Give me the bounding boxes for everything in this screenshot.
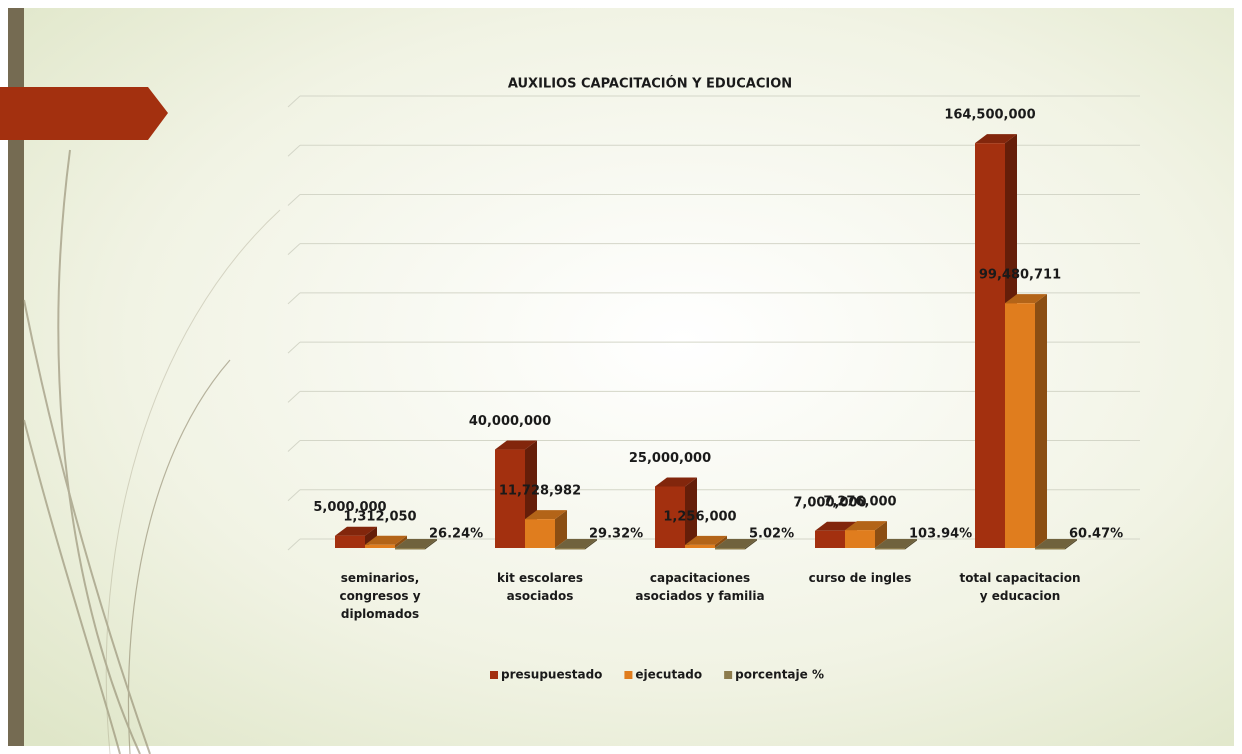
- bar-front: [395, 547, 425, 550]
- grid-line-depth: [287, 243, 301, 256]
- bar: [395, 538, 437, 550]
- bar-top: [365, 535, 407, 545]
- bar-top: [395, 538, 437, 548]
- bar-top: [1005, 294, 1047, 304]
- bar-side: [745, 539, 757, 550]
- legend-swatch: [490, 671, 498, 679]
- data-label: 60.47%: [1069, 526, 1123, 541]
- legend-label: porcentaje %: [735, 668, 824, 682]
- data-label: 103.94%: [909, 526, 972, 541]
- bar-side: [715, 535, 727, 548]
- decor-curves: [23, 149, 281, 754]
- bar-front: [655, 486, 685, 548]
- bar-top: [335, 526, 377, 536]
- x-tick-label: capacitaciones asociados y familia: [635, 571, 764, 603]
- grid-line-depth: [287, 144, 301, 157]
- bar-top: [555, 538, 597, 548]
- side-bar: [8, 8, 24, 746]
- grid-line-depth: [287, 341, 301, 354]
- legend-label: ejecutado: [635, 668, 702, 682]
- legend-swatch: [624, 671, 633, 679]
- bar-front: [1005, 303, 1035, 548]
- x-tick-label: seminarios, congresos y diplomados: [339, 571, 420, 621]
- bar-side: [905, 538, 917, 550]
- data-label: 26.24%: [429, 526, 483, 541]
- bar-top: [525, 510, 567, 520]
- bar-side: [685, 477, 697, 548]
- bar-side: [425, 538, 437, 550]
- grid-line-depth: [287, 538, 301, 551]
- bar: [875, 538, 917, 550]
- data-label: 164,500,000: [944, 108, 1035, 123]
- bar-front: [715, 548, 745, 550]
- data-label: 1,256,000: [663, 509, 736, 524]
- legend-label: presupuestado: [501, 668, 602, 682]
- bar: [655, 477, 697, 548]
- bar: [495, 440, 537, 548]
- data-label: 5,000,000: [313, 500, 386, 515]
- x-tick-label: total capacitacion y educacion: [959, 571, 1080, 603]
- bar-top: [815, 521, 857, 531]
- data-label: 99,480,711: [979, 268, 1061, 283]
- slide-background: [8, 8, 1234, 746]
- legend-swatch: [724, 671, 733, 679]
- bar-front: [335, 535, 365, 548]
- data-label: 1,312,050: [343, 509, 416, 524]
- data-label: 25,000,000: [629, 451, 711, 466]
- bar-front: [365, 544, 395, 548]
- bar-top: [685, 535, 727, 545]
- bar: [525, 510, 567, 548]
- bar: [555, 538, 597, 550]
- bar-front: [975, 143, 1005, 548]
- bar-front: [525, 519, 555, 548]
- bar: [1035, 538, 1077, 550]
- grid-line-depth: [287, 194, 301, 206]
- bar-front: [815, 530, 845, 548]
- data-label: 40,000,000: [469, 414, 551, 429]
- bar: [1005, 294, 1047, 548]
- bar-side: [555, 510, 567, 548]
- bar-front: [555, 547, 585, 550]
- bar-top: [495, 440, 537, 450]
- chart-title: AUXILIOS CAPACITACIÓN Y EDUCACION: [508, 76, 792, 92]
- bar-top: [655, 477, 697, 487]
- grid-line-depth: [287, 489, 301, 502]
- bar: [715, 539, 757, 550]
- bar-side: [1065, 538, 1077, 550]
- x-tick-label: kit escolares asociados: [497, 571, 583, 603]
- bar-top: [875, 538, 917, 548]
- bar-side: [875, 521, 887, 548]
- bar: [365, 535, 407, 548]
- bar-side: [1035, 294, 1047, 548]
- grid-line-depth: [287, 95, 301, 108]
- bar-top: [845, 521, 887, 531]
- bar-front: [685, 544, 715, 548]
- data-label: 7,000,000: [793, 495, 866, 510]
- bar-front: [495, 449, 525, 548]
- grid-line-depth: [287, 390, 301, 403]
- data-label: 7,276,000: [823, 495, 896, 510]
- data-label: 11,728,982: [499, 484, 581, 499]
- data-label: 5.02%: [749, 527, 794, 542]
- bar: [845, 521, 887, 548]
- bar-top: [1035, 538, 1077, 548]
- bar: [335, 526, 377, 548]
- bar-side: [395, 535, 407, 548]
- data-label: 29.32%: [589, 526, 643, 541]
- bar-side: [585, 538, 597, 550]
- arrow-banner: [0, 87, 168, 140]
- bar-top: [715, 539, 757, 548]
- grid-line-depth: [287, 440, 301, 452]
- bar: [685, 535, 727, 548]
- grid-line-depth: [287, 292, 301, 305]
- bar-front: [875, 547, 905, 550]
- x-tick-label: curso de ingles: [809, 571, 912, 585]
- bar-top: [975, 134, 1017, 144]
- bar-front: [1035, 547, 1065, 550]
- bar-front: [845, 530, 875, 548]
